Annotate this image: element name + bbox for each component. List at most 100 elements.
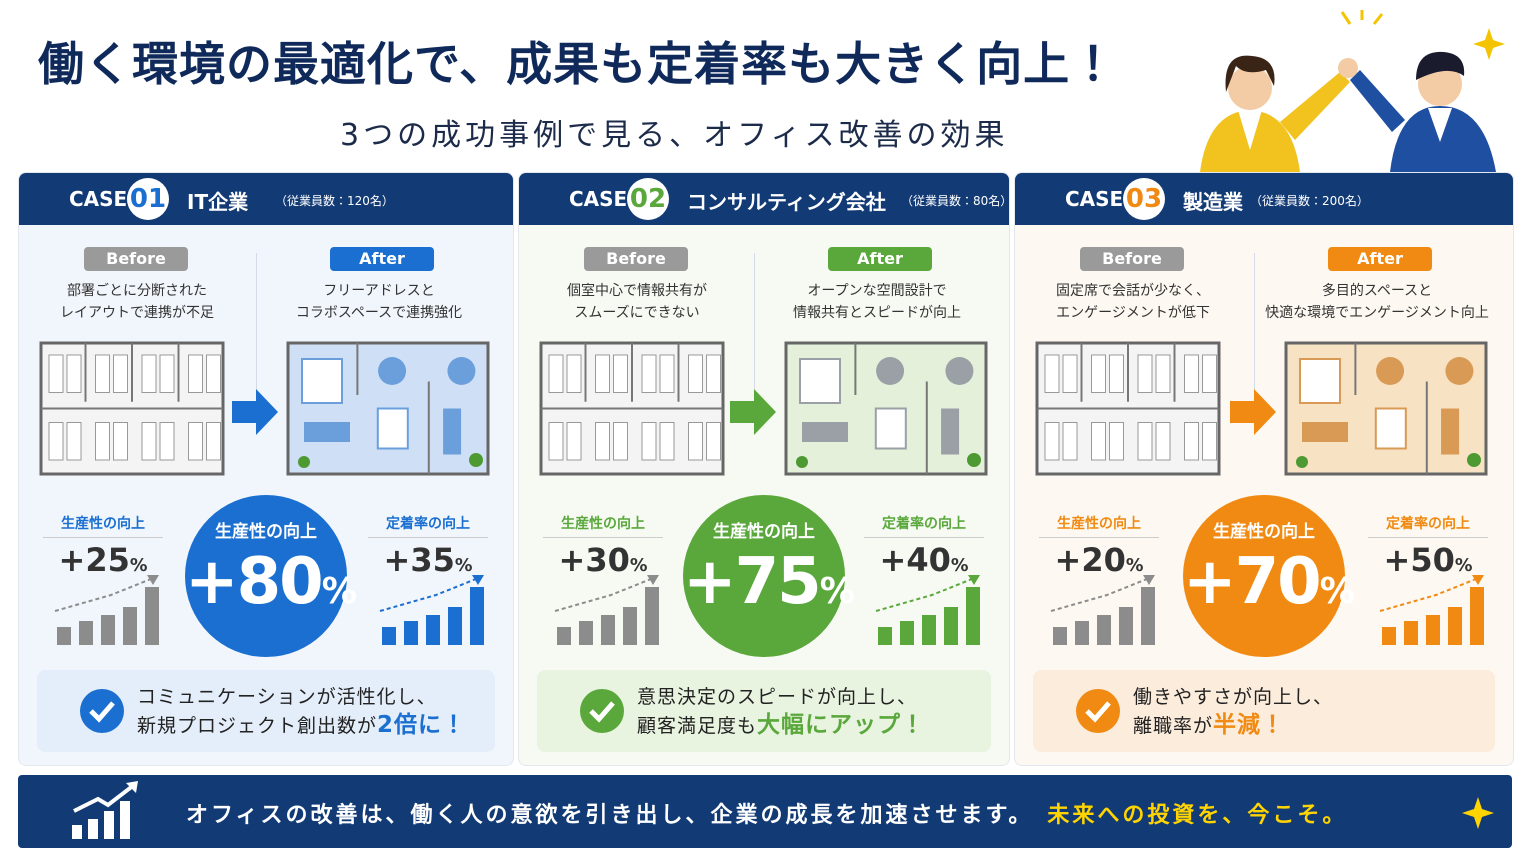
plan-desk	[641, 354, 657, 393]
summary-text-2: 離職率が	[1133, 715, 1214, 737]
check-mark	[89, 701, 115, 723]
footer-message: オフィスの改善は、働く人の意欲を引き出し、企業の成長を加速させます。	[186, 803, 1034, 828]
plan-desk	[548, 422, 564, 461]
transition-arrow	[1230, 389, 1276, 435]
after-line: フリーアドレスと	[323, 283, 435, 299]
after-line: コラボスペースで連携強化	[295, 305, 463, 321]
metric_right-unit: %	[454, 556, 473, 576]
plan-desk	[1155, 354, 1171, 393]
plan-desk	[641, 422, 657, 461]
before-description: 固定席で会話が少なく、 エンゲージメントが低下	[1018, 280, 1248, 324]
growth-bar	[57, 627, 71, 645]
metric_right-number: +50	[1383, 541, 1455, 579]
before-line: レイアウトで連携が不足	[60, 305, 214, 321]
summary-text: 意思決定のスピードが向上し、 顧客満足度も大幅にアップ！	[637, 683, 925, 740]
plan-desk	[613, 422, 628, 461]
growth-bar	[878, 627, 892, 645]
metric_left-unit: %	[129, 556, 148, 576]
growth-bar	[1404, 621, 1418, 645]
metric_left-label: 生産性の向上	[1039, 513, 1159, 538]
growth-bar	[470, 587, 484, 645]
plan-table	[799, 358, 841, 404]
footer-banner: オフィスの改善は、働く人の意欲を引き出し、企業の成長を加速させます。 未来への投資…	[18, 775, 1512, 848]
divider	[754, 253, 755, 423]
metric_left-number: +30	[558, 541, 630, 579]
metric_right-value: +40%	[864, 541, 984, 579]
plan-desk	[706, 354, 721, 393]
plan-desk	[1044, 422, 1060, 461]
after-floor-plan	[1284, 341, 1488, 476]
employees: （従業員数：80名）	[901, 194, 1010, 208]
growth-icon	[72, 781, 138, 839]
before-line: スムーズにできない	[574, 305, 700, 321]
after-line: オープンな空間設計で	[807, 283, 947, 299]
growth-trend	[54, 578, 152, 612]
growth-bar	[1448, 607, 1462, 645]
plan-plant	[298, 456, 310, 468]
before-line: 部署ごとに分断された	[67, 283, 207, 299]
summary-emphasis: 2倍に！	[377, 712, 467, 738]
before-label: Before	[584, 247, 688, 271]
plan-desk	[1184, 354, 1199, 393]
transition-arrow	[730, 389, 776, 435]
check-icon	[1076, 689, 1120, 733]
metric_right-label: 定着率の向上	[368, 513, 488, 538]
highlight-value: +75%	[683, 542, 855, 632]
metric_right-value: +50%	[1368, 541, 1488, 579]
check-icon	[580, 689, 624, 733]
growth-bar	[579, 621, 593, 645]
company: IT企業	[187, 190, 249, 214]
growth-bar	[1426, 615, 1440, 645]
before-line: 個室中心で情報共有が	[567, 283, 707, 299]
case-label: CASE	[69, 187, 128, 211]
before-line: 固定席で会話が少なく、	[1056, 283, 1210, 299]
growth-arrowhead	[647, 575, 659, 585]
summary-line: 意思決定のスピードが向上し、	[637, 686, 918, 708]
check-circle	[580, 689, 624, 733]
plan-desk	[113, 422, 128, 461]
growth-chart	[875, 575, 980, 645]
check-circle	[80, 689, 124, 733]
summary-text-2: 新規プロジェクト創出数が	[137, 715, 378, 737]
growth-bar	[601, 615, 615, 645]
summary-emphasis: 大幅にアップ！	[757, 712, 926, 738]
plan-desk	[1137, 354, 1153, 393]
growth-bar	[1141, 587, 1155, 645]
metric_right-label: 定着率の向上	[1368, 513, 1488, 538]
check-circle	[1076, 689, 1120, 733]
growth-bar	[966, 587, 980, 645]
growth-bar	[645, 587, 659, 645]
arrow-shape	[232, 389, 278, 435]
plan-desk	[48, 422, 64, 461]
after-label: After	[828, 247, 932, 271]
growth-bar	[145, 587, 159, 645]
plan-desk	[113, 354, 128, 393]
divider	[1254, 253, 1255, 423]
case-card: CASE 02 コンサルティング会社 （従業員数：80名） Before After 個室中…	[518, 172, 1010, 766]
highlight-value: +70%	[1183, 542, 1355, 632]
plan-desk	[1062, 422, 1078, 461]
plan-table	[304, 422, 350, 442]
growth-bar	[1119, 607, 1133, 645]
summary-emphasis: 半減！	[1213, 712, 1286, 738]
metric_right-label: 定着率の向上	[864, 513, 984, 538]
case-number: 01	[127, 178, 169, 220]
highlight-number: +70	[1183, 545, 1322, 619]
metric_left-label: 生産性の向上	[43, 513, 163, 538]
plan-desk	[688, 422, 703, 461]
check-mark	[1085, 701, 1111, 723]
plan-plant	[796, 456, 808, 468]
metric_left-value: +20%	[1039, 541, 1159, 579]
growth-bar	[123, 607, 137, 645]
metric_left-number: +20	[1054, 541, 1126, 579]
before-floor-plan	[39, 341, 225, 476]
plan-desk	[141, 422, 157, 461]
summary-box: 意思決定のスピードが向上し、 顧客満足度も大幅にアップ！	[537, 670, 991, 752]
summary-line: 働きやすさが向上し、	[1133, 686, 1334, 708]
plan-plant	[1467, 453, 1481, 467]
case-label: CASE	[569, 187, 628, 211]
growth-bar	[922, 615, 936, 645]
metric_left-number: +25	[58, 541, 130, 579]
growth-trend	[554, 578, 652, 612]
growth-arrowhead	[1472, 575, 1484, 585]
